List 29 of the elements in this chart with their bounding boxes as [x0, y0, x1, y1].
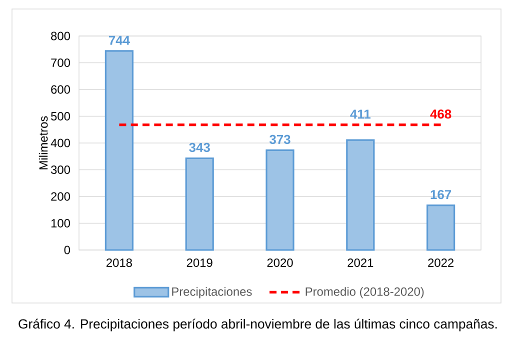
bar [346, 139, 375, 251]
y-tick-label: 100 [51, 219, 70, 228]
y-axis-title: Milimetros [38, 116, 48, 170]
data-label: 744 [108, 36, 130, 45]
y-tick-label: 500 [51, 112, 70, 120]
x-tick-label: 2022 [428, 258, 454, 267]
text: Gráfico 4. Precipitaciones período abril-noviembre de las últimas cinco campañas. [18, 318, 497, 332]
x-tick-label: 2021 [348, 258, 374, 267]
data-label: 167 [430, 190, 452, 200]
data-label: 411 [350, 110, 370, 119]
x-tick-label: 2018 [106, 258, 132, 267]
x-tick-label: 2019 [186, 258, 212, 267]
y-tick-label: 200 [51, 192, 70, 201]
y-tick-label: 300 [50, 166, 70, 174]
bar [104, 50, 134, 251]
data-label: 373 [270, 134, 290, 144]
legend-label: Promedio (2018-2020) [306, 287, 424, 298]
data-label: 468 [430, 109, 452, 119]
y-tick-label: 0 [64, 246, 70, 254]
y-tick-label: 700 [51, 58, 70, 67]
bar [185, 157, 214, 251]
legend-label: Precipitaciones [172, 287, 252, 298]
y-tick-label: 400 [50, 138, 70, 148]
bar [426, 204, 456, 251]
bar [266, 149, 294, 251]
data-label: 343 [189, 142, 210, 152]
x-tick-label: 2020 [267, 258, 293, 267]
y-tick-label: 800 [51, 32, 70, 40]
y-tick-label: 600 [51, 85, 70, 94]
